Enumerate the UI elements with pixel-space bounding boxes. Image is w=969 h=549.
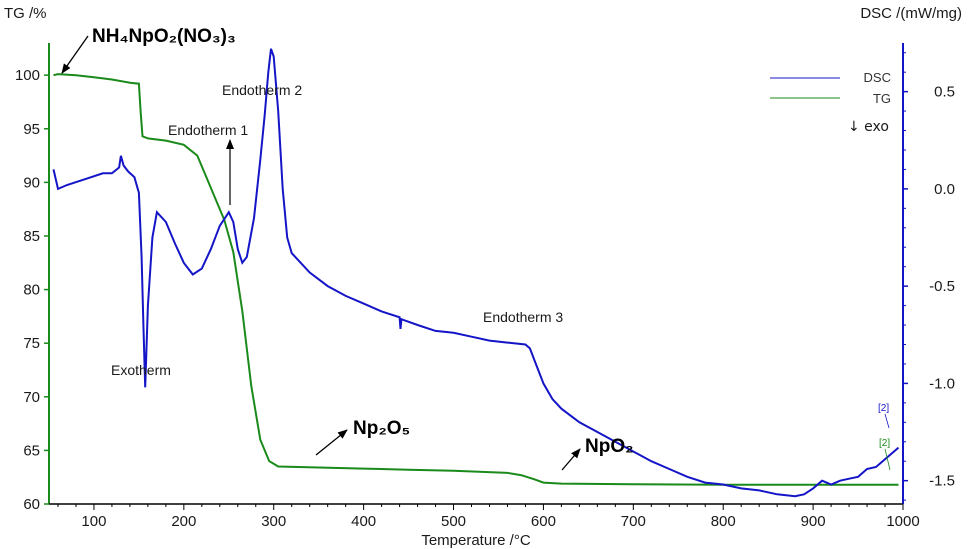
dsc-end-marker-leader — [884, 413, 890, 429]
left-tick-label: 75 — [23, 335, 40, 352]
x-axis-title: Temperature /°C — [421, 532, 531, 549]
endotherm-1-label: Endotherm 1 — [168, 122, 248, 138]
x-tick-label: 800 — [711, 513, 736, 530]
x-tick-label: 200 — [171, 513, 196, 530]
left-tick-label: 80 — [23, 282, 40, 299]
x-tick-label: 400 — [351, 513, 376, 530]
x-tick-label: 700 — [621, 513, 646, 530]
left-tick-label: 65 — [23, 442, 40, 459]
tg-end-marker-leader — [884, 448, 891, 471]
right-tick-label: 0.5 — [934, 84, 955, 101]
tg-series-line — [53, 73, 899, 486]
right-axis-title: DSC /(mW/mg) — [860, 5, 962, 22]
right-tick-label: 0.0 — [934, 181, 955, 198]
x-tick-label: 100 — [81, 513, 106, 530]
dsc-series-line — [52, 48, 900, 498]
legend-dsc-label: DSC — [864, 70, 891, 85]
legend-tg-label: TG — [873, 91, 891, 106]
start-compound-label: NH₄NpO₂(NO₃)₃ — [92, 26, 236, 47]
right-y-ticks: -1.5 -1.0 -0.5 0.0 0.5 — [903, 52, 955, 501]
left-y-ticks: 60 65 70 75 80 85 90 95 100 — [15, 67, 49, 513]
left-tick-label: 95 — [23, 121, 40, 138]
left-tick-label: 90 — [23, 174, 40, 191]
right-tick-label: -1.5 — [929, 473, 955, 490]
endotherm-2-label: Endotherm 2 — [222, 82, 302, 98]
left-tick-label: 60 — [23, 496, 40, 513]
dsc-end-marker: [2] — [878, 403, 889, 414]
x-tick-label: 300 — [261, 513, 286, 530]
right-tick-label: -0.5 — [929, 278, 955, 295]
left-tick-label: 70 — [23, 389, 40, 406]
left-tick-label: 85 — [23, 228, 40, 245]
exotherm-label: Exotherm — [111, 362, 171, 378]
npo2-arrow — [561, 448, 581, 471]
tg-end-marker: [2] — [879, 438, 890, 449]
endotherm-3-label: Endotherm 3 — [483, 309, 563, 325]
npo2-label: NpO₂ — [585, 436, 634, 457]
x-tick-label: 1000 — [886, 513, 919, 530]
exo-direction-label: ↓ exo — [848, 119, 889, 135]
left-tick-label: 100 — [15, 67, 40, 84]
left-axis-title: TG /% — [4, 5, 47, 22]
np2o5-label: Np₂O₅ — [353, 418, 410, 439]
x-tick-label: 900 — [801, 513, 826, 530]
x-tick-label: 500 — [441, 513, 466, 530]
start-compound-arrow — [61, 35, 89, 74]
x-ticks: 100 200 300 400 500 600 700 800 900 1000 — [57, 504, 920, 530]
np2o5-arrow — [315, 429, 348, 456]
legend: DSC TG — [770, 70, 891, 106]
right-tick-label: -1.0 — [929, 375, 955, 392]
x-tick-label: 600 — [531, 513, 556, 530]
